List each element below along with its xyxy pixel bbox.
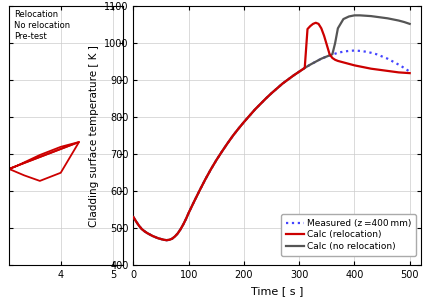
Legend: Measured (z =400 mm), Calc (relocation), Calc (no relocation): Measured (z =400 mm), Calc (relocation),…: [281, 214, 416, 256]
Legend: Relocation, No relocation, Pre-test: Relocation, No relocation, Pre-test: [11, 9, 72, 43]
X-axis label: Time [ s ]: Time [ s ]: [251, 286, 303, 296]
Y-axis label: Cladding surface temperature [ K ]: Cladding surface temperature [ K ]: [88, 45, 99, 227]
